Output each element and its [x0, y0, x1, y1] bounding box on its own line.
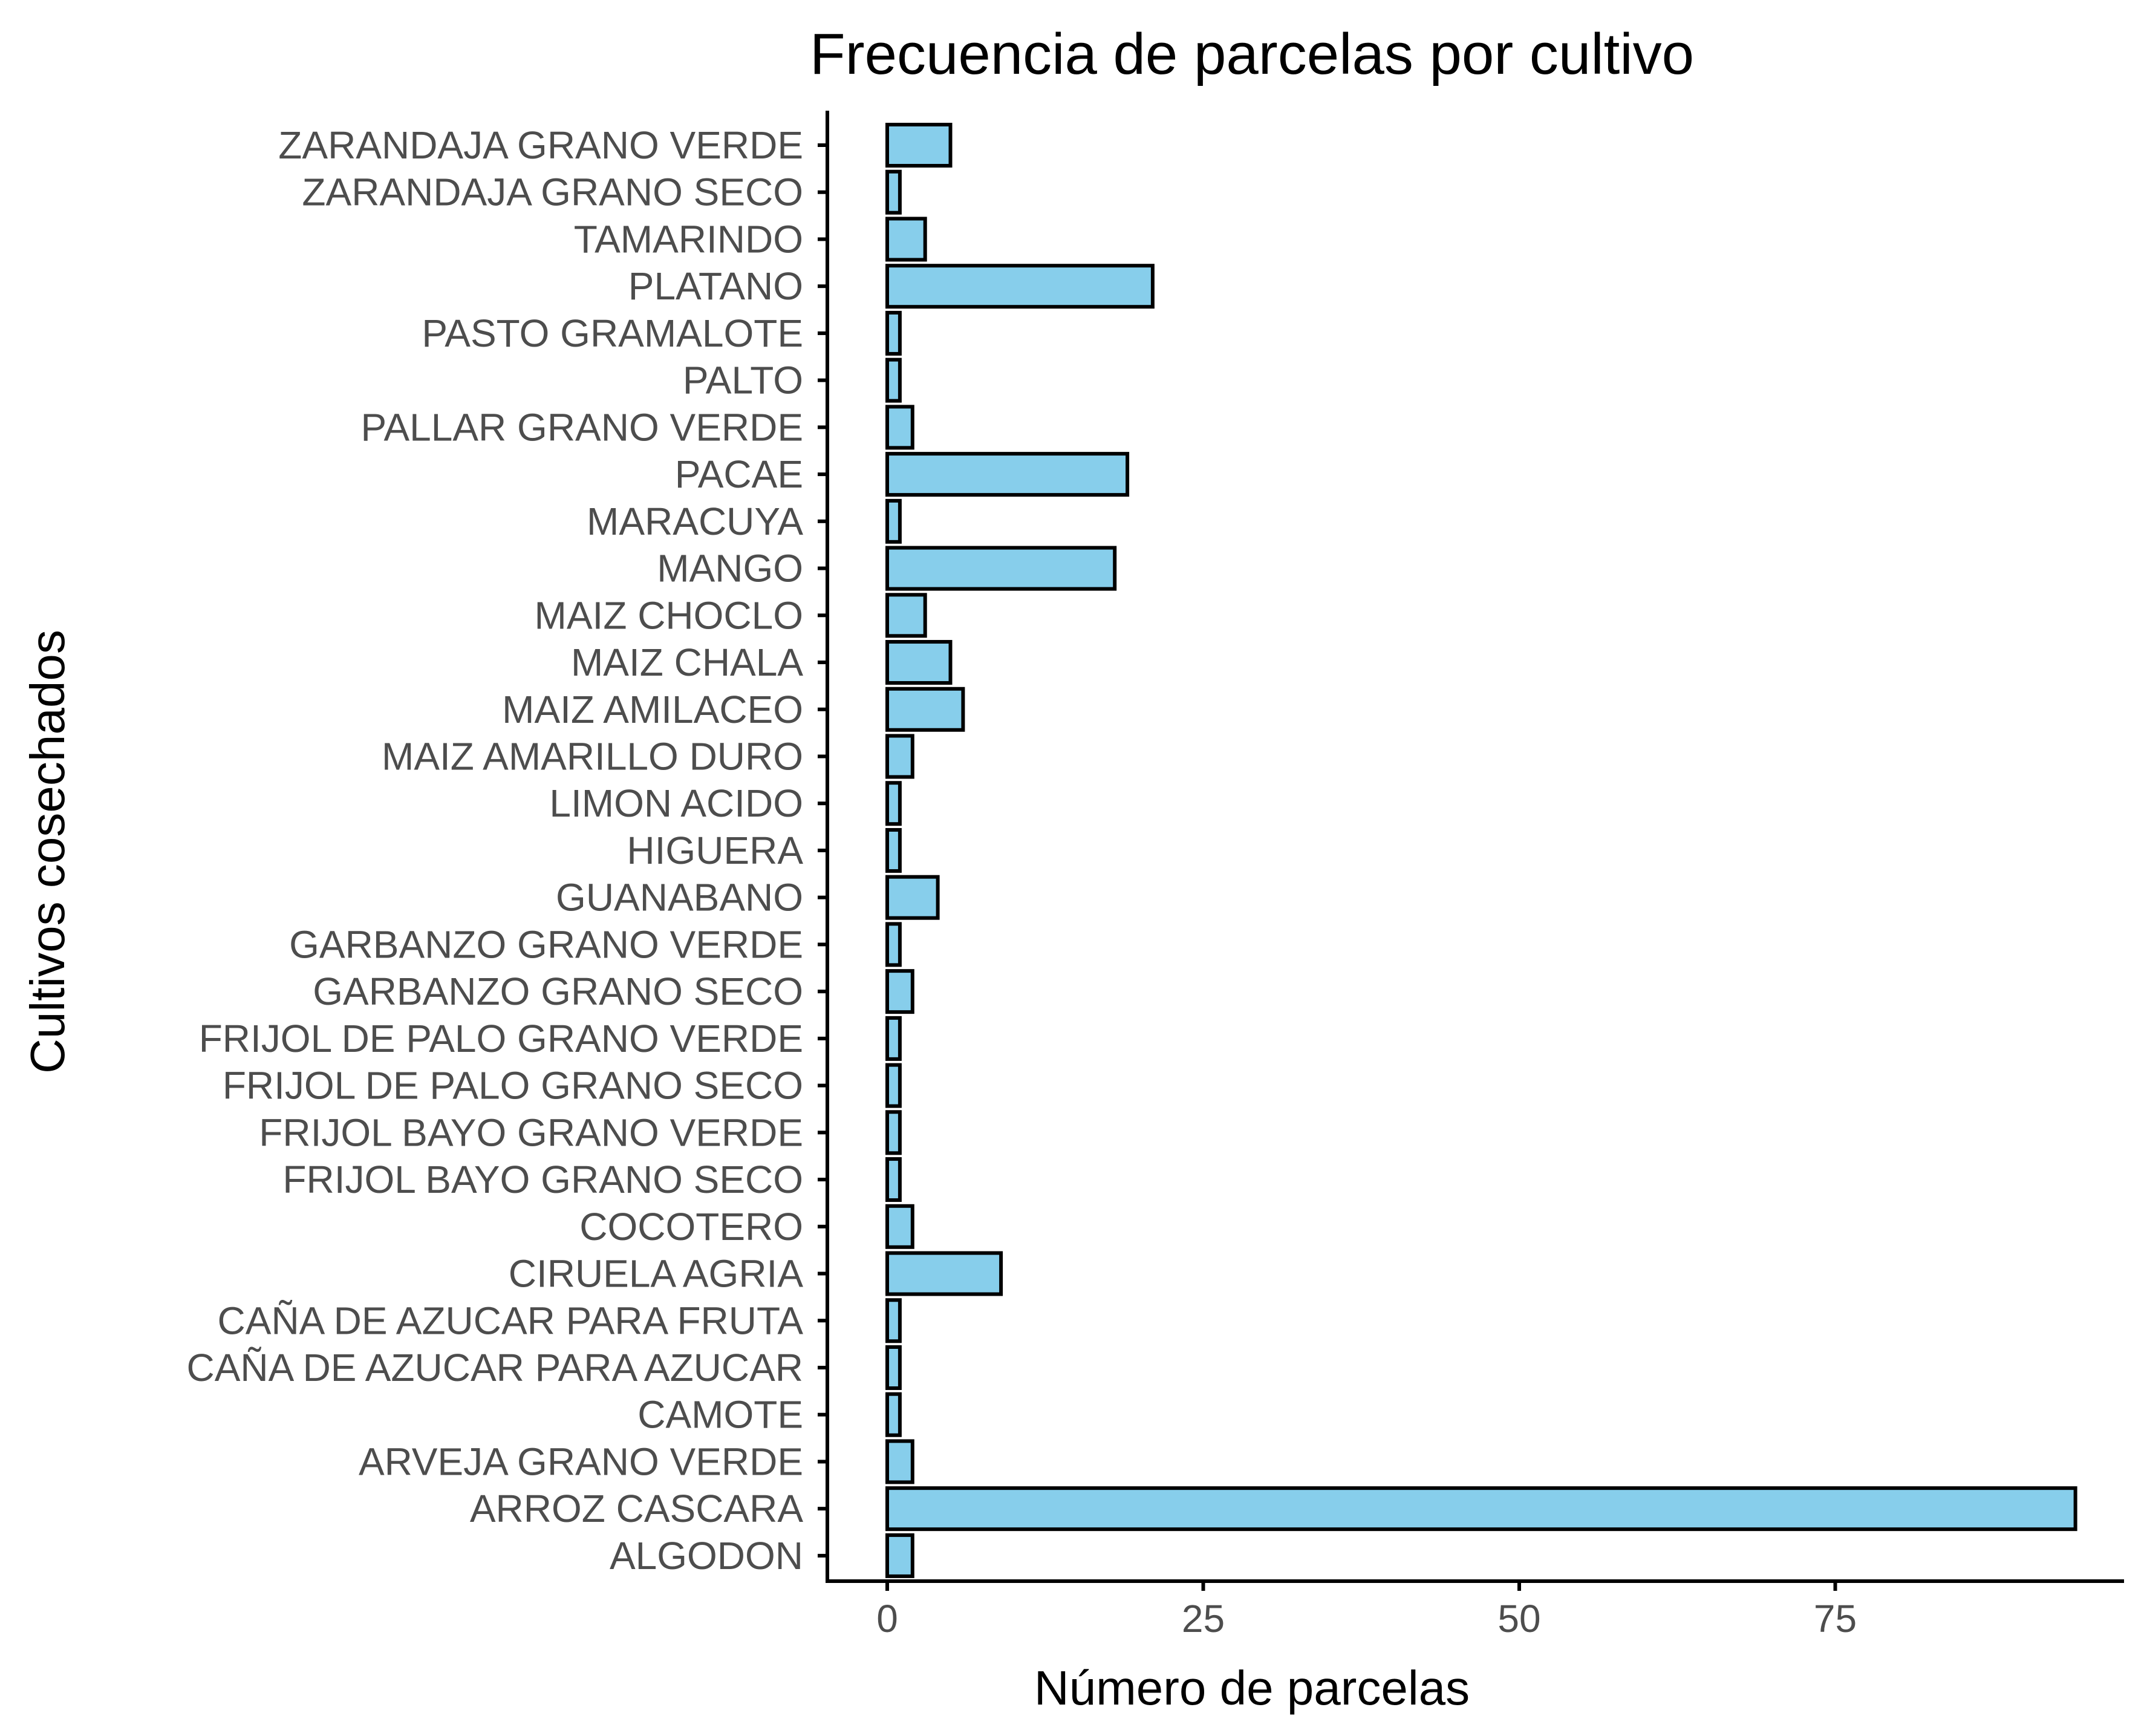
y-tick-label: FRIJOL DE PALO GRANO SECO [223, 1064, 803, 1108]
x-axis: 0 25 50 75 [826, 1579, 2124, 1640]
y-tick-label: ARROZ CASCARA [470, 1487, 804, 1530]
y-tick-label: TAMARINDO [574, 217, 803, 261]
y-tick-label: CAÑA DE AZUCAR PARA AZUCAR [187, 1346, 804, 1389]
y-tick-label: ARVEJA GRANO VERDE [359, 1440, 803, 1483]
x-tick-label: 0 [876, 1597, 898, 1640]
bar [885, 781, 902, 826]
y-tick-label: CAMOTE [637, 1393, 803, 1437]
bar [885, 264, 1155, 309]
bar [885, 1345, 902, 1390]
y-tick-label: MAIZ AMARILLO DURO [382, 734, 803, 778]
y-tick-label: PLATANO [628, 264, 803, 308]
bar [885, 405, 914, 450]
y-tick-label: MARACUYA [587, 500, 803, 543]
y-tick-label: ZARANDAJA GRANO SECO [302, 171, 803, 214]
bar [885, 734, 914, 779]
y-tick-label: CIRUELA AGRIA [509, 1252, 804, 1296]
bar [885, 593, 927, 638]
chart-title: Frecuencia de parcelas por cultivo [810, 22, 1694, 86]
y-tick-label: PACAE [675, 452, 803, 496]
y-tick-label: ZARANDAJA GRANO VERDE [278, 123, 803, 167]
bar [885, 875, 940, 920]
bar [885, 1110, 902, 1155]
y-tick-label: FRIJOL BAYO GRANO VERDE [259, 1111, 803, 1154]
y-tick-label: FRIJOL BAYO GRANO SECO [282, 1158, 803, 1201]
bar [885, 1251, 1003, 1296]
bar [885, 546, 1117, 591]
y-tick-label: HIGUERA [627, 829, 803, 872]
bar [885, 1063, 902, 1108]
bar [885, 1439, 914, 1484]
y-tick-label: MANGO [657, 547, 803, 590]
x-tick-label: 25 [1182, 1597, 1225, 1640]
x-tick-label: 75 [1814, 1597, 1857, 1640]
bar [885, 1486, 2077, 1532]
x-axis-title: Número de parcelas [1034, 1661, 1470, 1715]
y-tick-label: GARBANZO GRANO SECO [313, 970, 803, 1013]
bar [885, 123, 953, 168]
bar [885, 1157, 902, 1202]
y-tick-label: MAIZ CHALA [571, 641, 803, 684]
bar [885, 827, 902, 873]
bar [885, 452, 1130, 497]
bar [885, 1392, 902, 1437]
bar [885, 969, 914, 1014]
bars-layer [885, 123, 2077, 1578]
y-tick-label: GUANABANO [556, 876, 803, 919]
y-axis-title: Cultivos cosechados [21, 630, 74, 1074]
bar [885, 1298, 902, 1343]
y-tick-label: CAÑA DE AZUCAR PARA FRUTA [218, 1299, 804, 1342]
bar [885, 1204, 914, 1249]
bar [885, 922, 902, 967]
y-tick-label: MAIZ AMILACEO [502, 688, 803, 731]
bar [885, 640, 953, 685]
bar [885, 357, 902, 403]
y-tick-label: ALGODON [610, 1534, 803, 1578]
y-tick-label: FRIJOL DE PALO GRANO VERDE [199, 1017, 803, 1060]
y-tick-label: MAIZ CHOCLO [535, 593, 803, 637]
bar [885, 1533, 914, 1578]
bar [885, 310, 902, 356]
bar [885, 687, 965, 732]
x-tick-label: 50 [1497, 1597, 1540, 1640]
y-tick-label: PALLAR GRANO VERDE [361, 405, 803, 449]
bar [885, 169, 902, 215]
bar [885, 217, 927, 262]
y-tick-label: PASTO GRAMALOTE [422, 312, 803, 355]
bar [885, 1016, 902, 1061]
y-tick-label: PALTO [683, 359, 803, 402]
y-tick-label: COCOTERO [579, 1205, 803, 1248]
bar [885, 498, 902, 544]
y-tick-label: GARBANZO GRANO VERDE [289, 922, 803, 966]
y-tick-label: LIMON ACIDO [549, 782, 803, 825]
